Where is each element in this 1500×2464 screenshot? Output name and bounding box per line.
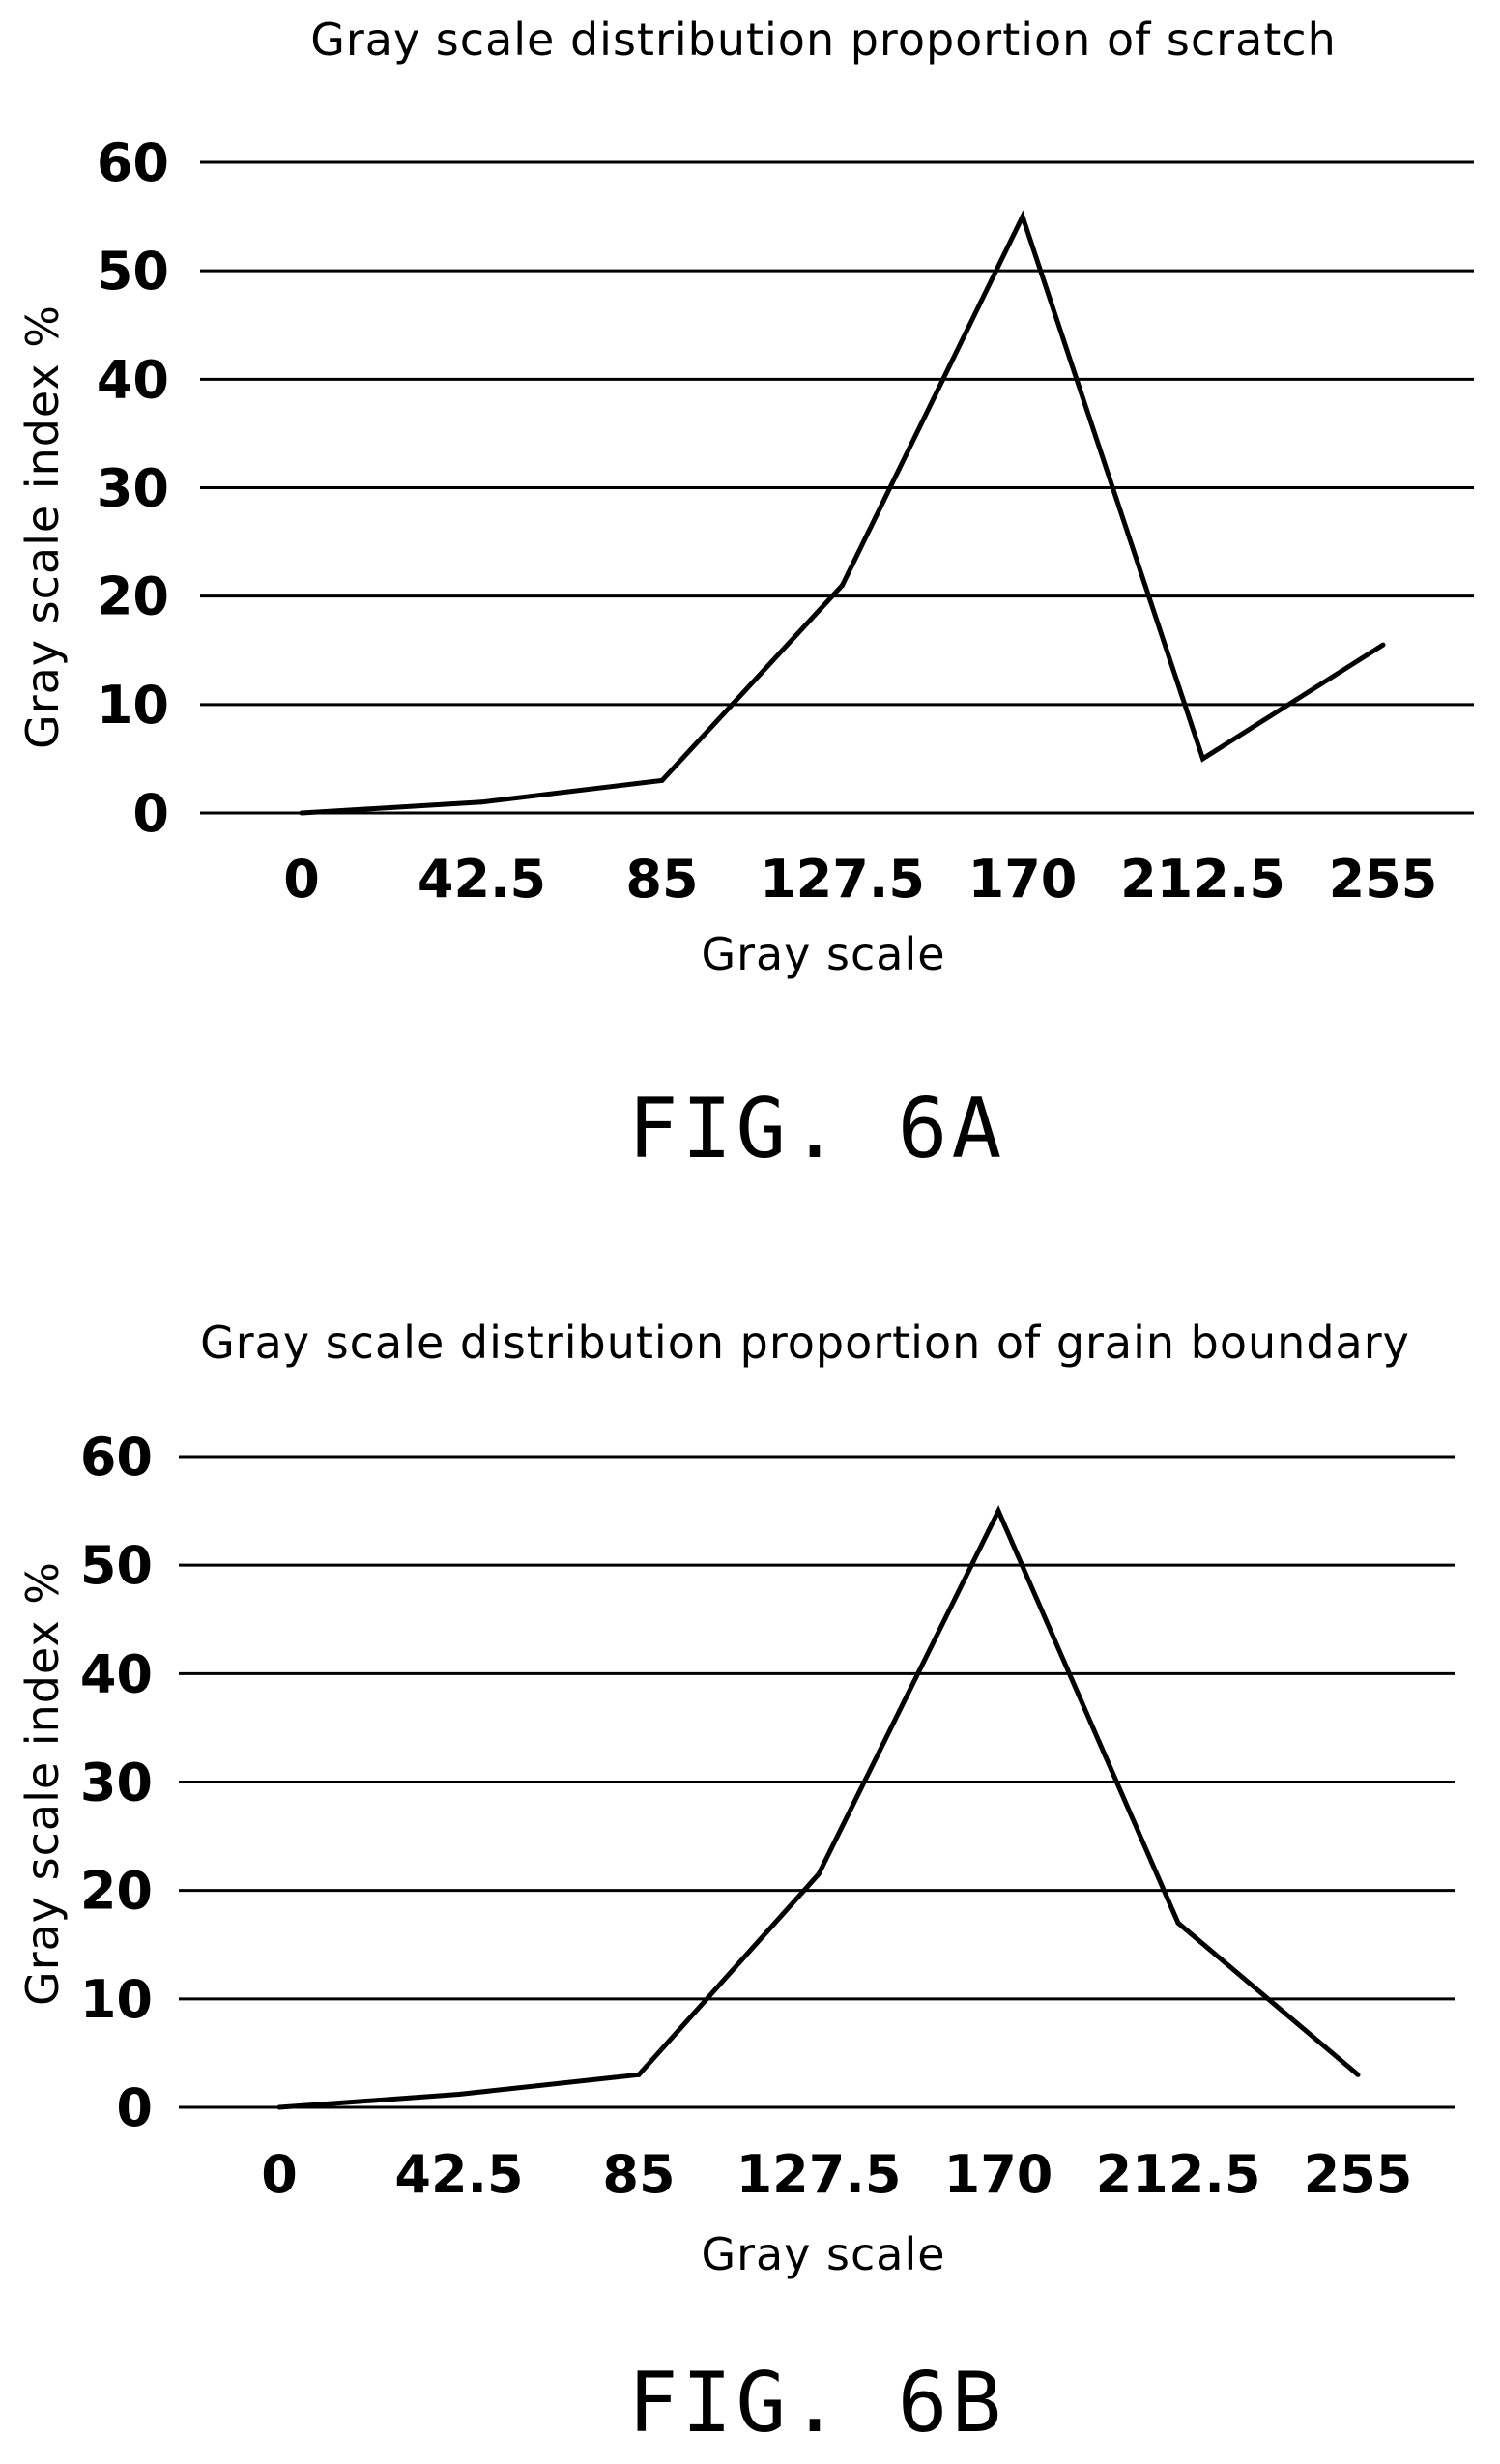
chart-6a-y-tick-label: 20	[97, 566, 169, 627]
chart-6b-data-point	[1175, 1920, 1181, 1926]
chart-6b-points	[276, 1508, 1361, 2110]
chart-6b-y-tick-label: 10	[80, 1969, 153, 2030]
chart-6a-x-tick-label: 255	[1329, 849, 1438, 910]
chart-6b-xticks: 0 42.5 85 127.5 170 212.5 255	[261, 2144, 1412, 2205]
chart-6a-data-point	[299, 810, 304, 816]
chart-6b-x-tick-label: 170	[944, 2144, 1053, 2205]
chart-6b-x-tick-label: 127.5	[736, 2144, 902, 2205]
chart-6a-y-tick-label: 10	[97, 675, 169, 736]
chart-6b-x-tick-label: 42.5	[394, 2144, 523, 2205]
chart-6a-x-axis-label: Gray scale	[701, 928, 945, 980]
chart-6a-caption: FIG. 6A	[628, 1081, 1005, 1177]
chart-6a-x-tick-label: 42.5	[418, 849, 546, 910]
chart-6b-x-tick-label: 255	[1304, 2144, 1413, 2205]
chart-6b-y-tick-label: 0	[116, 2077, 153, 2138]
chart-6b-y-tick-label: 30	[80, 1753, 153, 1813]
chart-6a-yticks: 0 10 20 30 40 50 60	[97, 132, 169, 844]
chart-6b-data-point	[636, 2072, 642, 2077]
chart-6a-y-tick-label: 0	[132, 783, 169, 844]
chart-6a-series-line	[301, 210, 1385, 816]
chart-6b-x-tick-label: 85	[602, 2144, 675, 2205]
chart-6a-data-point	[1200, 756, 1205, 762]
chart-6b-y-tick-label: 60	[80, 1427, 153, 1488]
chart-6b-y-axis-label: Gray scale index %	[16, 1561, 69, 2006]
chart-6a: Gray scale distribution proportion of sc…	[16, 14, 1474, 1177]
chart-6a-x-tick-label: 170	[968, 849, 1078, 910]
chart-6b-data-point	[276, 2104, 282, 2110]
chart-6a-y-tick-label: 50	[97, 241, 169, 302]
chart-6a-data-point	[840, 582, 845, 588]
chart-6a-data-point	[1380, 642, 1386, 648]
chart-6b-series-line	[278, 1505, 1360, 2110]
chart-6b-x-tick-label: 212.5	[1096, 2144, 1261, 2205]
chart-6b-x-axis-label: Gray scale	[701, 2228, 945, 2280]
chart-6b-title: Gray scale distribution proportion of gr…	[200, 1317, 1410, 1369]
chart-6a-x-tick-label: 85	[625, 849, 698, 910]
chart-6b-y-tick-label: 40	[80, 1643, 153, 1704]
chart-6b: Gray scale distribution proportion of gr…	[16, 1317, 1455, 2451]
chart-6b-data-point	[456, 2092, 462, 2098]
chart-6a-data-point	[1020, 214, 1025, 219]
chart-6a-points	[299, 214, 1386, 816]
chart-6b-data-point	[995, 1508, 1001, 1514]
chart-6a-x-tick-label: 212.5	[1120, 849, 1285, 910]
chart-6a-data-point	[479, 799, 484, 805]
chart-6a-y-axis-label: Gray scale index %	[16, 304, 69, 749]
chart-6b-data-point	[1355, 2072, 1361, 2077]
chart-6a-title: Gray scale distribution proportion of sc…	[310, 14, 1337, 66]
chart-6b-y-tick-label: 50	[80, 1535, 153, 1596]
chart-6b-gridlines	[179, 1455, 1455, 2109]
chart-6a-xticks: 0 42.5 85 127.5 170 212.5 255	[283, 849, 1437, 910]
chart-6b-y-tick-label: 20	[80, 1861, 153, 1922]
chart-6a-y-tick-label: 40	[97, 349, 169, 410]
chart-6a-gridlines	[200, 160, 1474, 815]
chart-6b-caption: FIG. 6B	[628, 2355, 1005, 2451]
chart-6a-data-point	[659, 777, 665, 783]
chart-6b-yticks: 0 10 20 30 40 50 60	[80, 1427, 153, 2138]
chart-6b-data-point	[816, 1871, 822, 1877]
chart-6a-x-tick-label: 0	[283, 849, 320, 910]
chart-6a-y-tick-label: 30	[97, 458, 169, 519]
chart-6b-x-tick-label: 0	[261, 2144, 298, 2205]
chart-6a-x-tick-label: 127.5	[760, 849, 925, 910]
chart-6a-y-tick-label: 60	[97, 132, 169, 193]
